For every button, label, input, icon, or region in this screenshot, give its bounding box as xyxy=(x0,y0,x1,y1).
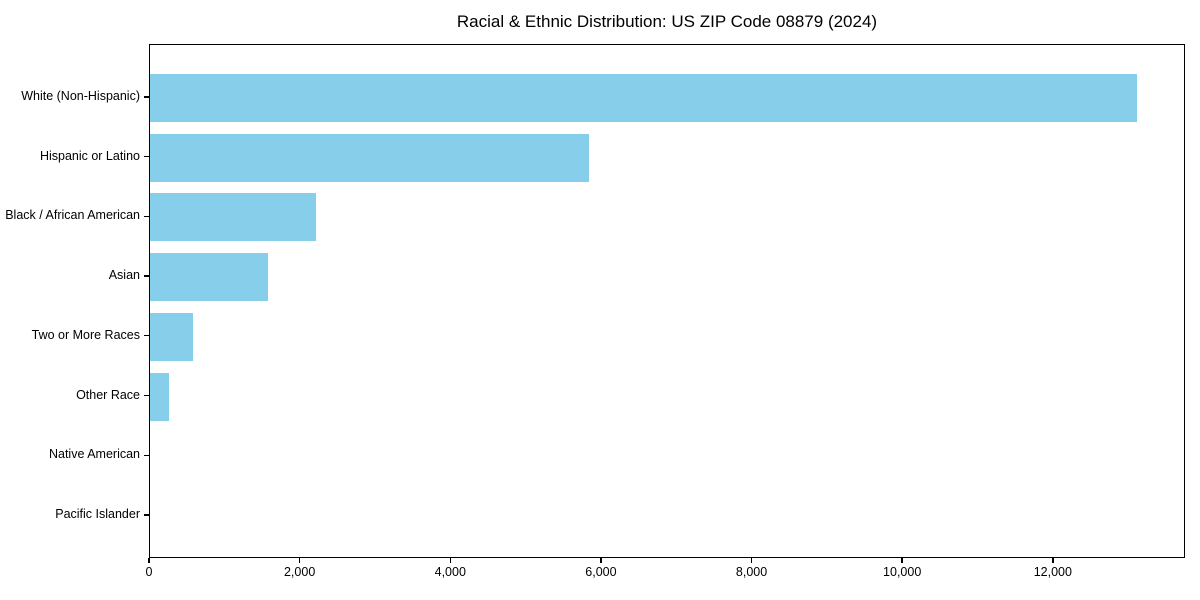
x-tick-mark xyxy=(298,558,301,563)
x-tick-label-8000: 8,000 xyxy=(735,565,768,579)
y-tick-mark xyxy=(144,394,149,397)
y-tick-mark xyxy=(144,454,149,456)
plot-area xyxy=(149,44,1185,558)
x-tick-label-2000: 2,000 xyxy=(283,565,316,579)
y-tick-label-white-non-hispanic: White (Non-Hispanic) xyxy=(21,89,140,103)
x-tick-label-4000: 4,000 xyxy=(434,565,466,579)
bar-hispanic-or-latino xyxy=(150,133,590,182)
y-tick-label-other-race: Other Race xyxy=(76,387,140,402)
y-tick-mark xyxy=(144,215,149,218)
x-tick-mark xyxy=(600,558,602,563)
x-tick-label-12000: 12,000 xyxy=(1033,565,1072,579)
x-tick-mark xyxy=(750,558,753,563)
bar-other-race xyxy=(150,372,169,421)
y-tick-label-pacific-islander: Pacific Islander xyxy=(55,506,140,521)
chart-title: Racial & Ethnic Distribution: US ZIP Cod… xyxy=(456,12,878,31)
x-tick-mark xyxy=(901,558,903,563)
x-tick-mark xyxy=(148,558,150,563)
bar-white-non-hispanic xyxy=(150,74,1137,122)
y-tick-label-black-african-american: Black / African American xyxy=(5,208,140,223)
y-tick-mark xyxy=(144,156,149,158)
y-tick-label-native-american: Native American xyxy=(48,447,140,462)
y-tick-mark xyxy=(144,335,149,337)
x-tick-label-10000: 10,000 xyxy=(883,565,922,579)
y-tick-mark xyxy=(144,96,149,98)
bar-two-or-more-races xyxy=(150,312,193,361)
y-tick-label-two-or-more-races: Two or More Races xyxy=(31,327,140,342)
x-tick-mark xyxy=(1052,558,1054,563)
y-tick-label-asian: Asian xyxy=(108,268,140,283)
y-tick-label-hispanic-or-latino: Hispanic or Latino xyxy=(39,148,140,163)
x-tick-mark xyxy=(449,558,451,563)
y-tick-mark xyxy=(144,514,149,516)
y-tick-mark xyxy=(144,275,149,277)
bar-asian xyxy=(150,253,269,302)
x-tick-label-6000: 6,000 xyxy=(585,565,617,579)
bar-black-african-american xyxy=(150,193,316,242)
x-tick-label-0: 0 xyxy=(145,565,153,579)
